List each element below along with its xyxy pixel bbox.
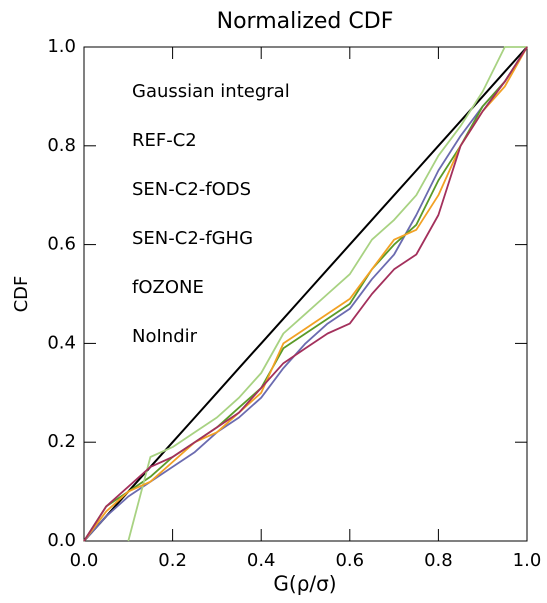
legend-label: NoIndir [132, 326, 198, 347]
x-tick-label: 0.4 [247, 550, 276, 571]
x-tick-label: 0.6 [335, 550, 364, 571]
y-tick-label: 0.0 [47, 530, 76, 551]
y-tick-label: 0.8 [47, 135, 76, 156]
x-tick-label: 0.2 [158, 550, 187, 571]
y-tick-label: 0.2 [47, 431, 76, 452]
series-line [83, 46, 528, 542]
series-line [127, 46, 527, 542]
x-axis-label: G(ρ/σ) [273, 572, 336, 596]
legend-label: fOZONE [132, 277, 204, 298]
x-tick-label: 1.0 [513, 550, 542, 571]
y-tick-label: 0.6 [47, 234, 76, 255]
series-line [83, 46, 528, 542]
y-tick-label: 0.4 [47, 332, 76, 353]
x-tick-label: 0.0 [70, 550, 99, 571]
legend-label: REF-C2 [132, 130, 197, 151]
x-tick-label: 0.8 [424, 550, 453, 571]
series-line [83, 46, 528, 542]
legend-label: Gaussian integral [132, 81, 290, 102]
y-axis-label: CDF [11, 276, 32, 313]
plot-frame [83, 46, 528, 542]
chart-title: Normalized CDF [217, 9, 394, 34]
series-line [83, 46, 528, 542]
y-tick-label: 1.0 [47, 36, 76, 57]
legend-label: SEN-C2-fODS [132, 179, 251, 200]
legend-label: SEN-C2-fGHG [132, 228, 253, 249]
series-line [83, 46, 528, 542]
